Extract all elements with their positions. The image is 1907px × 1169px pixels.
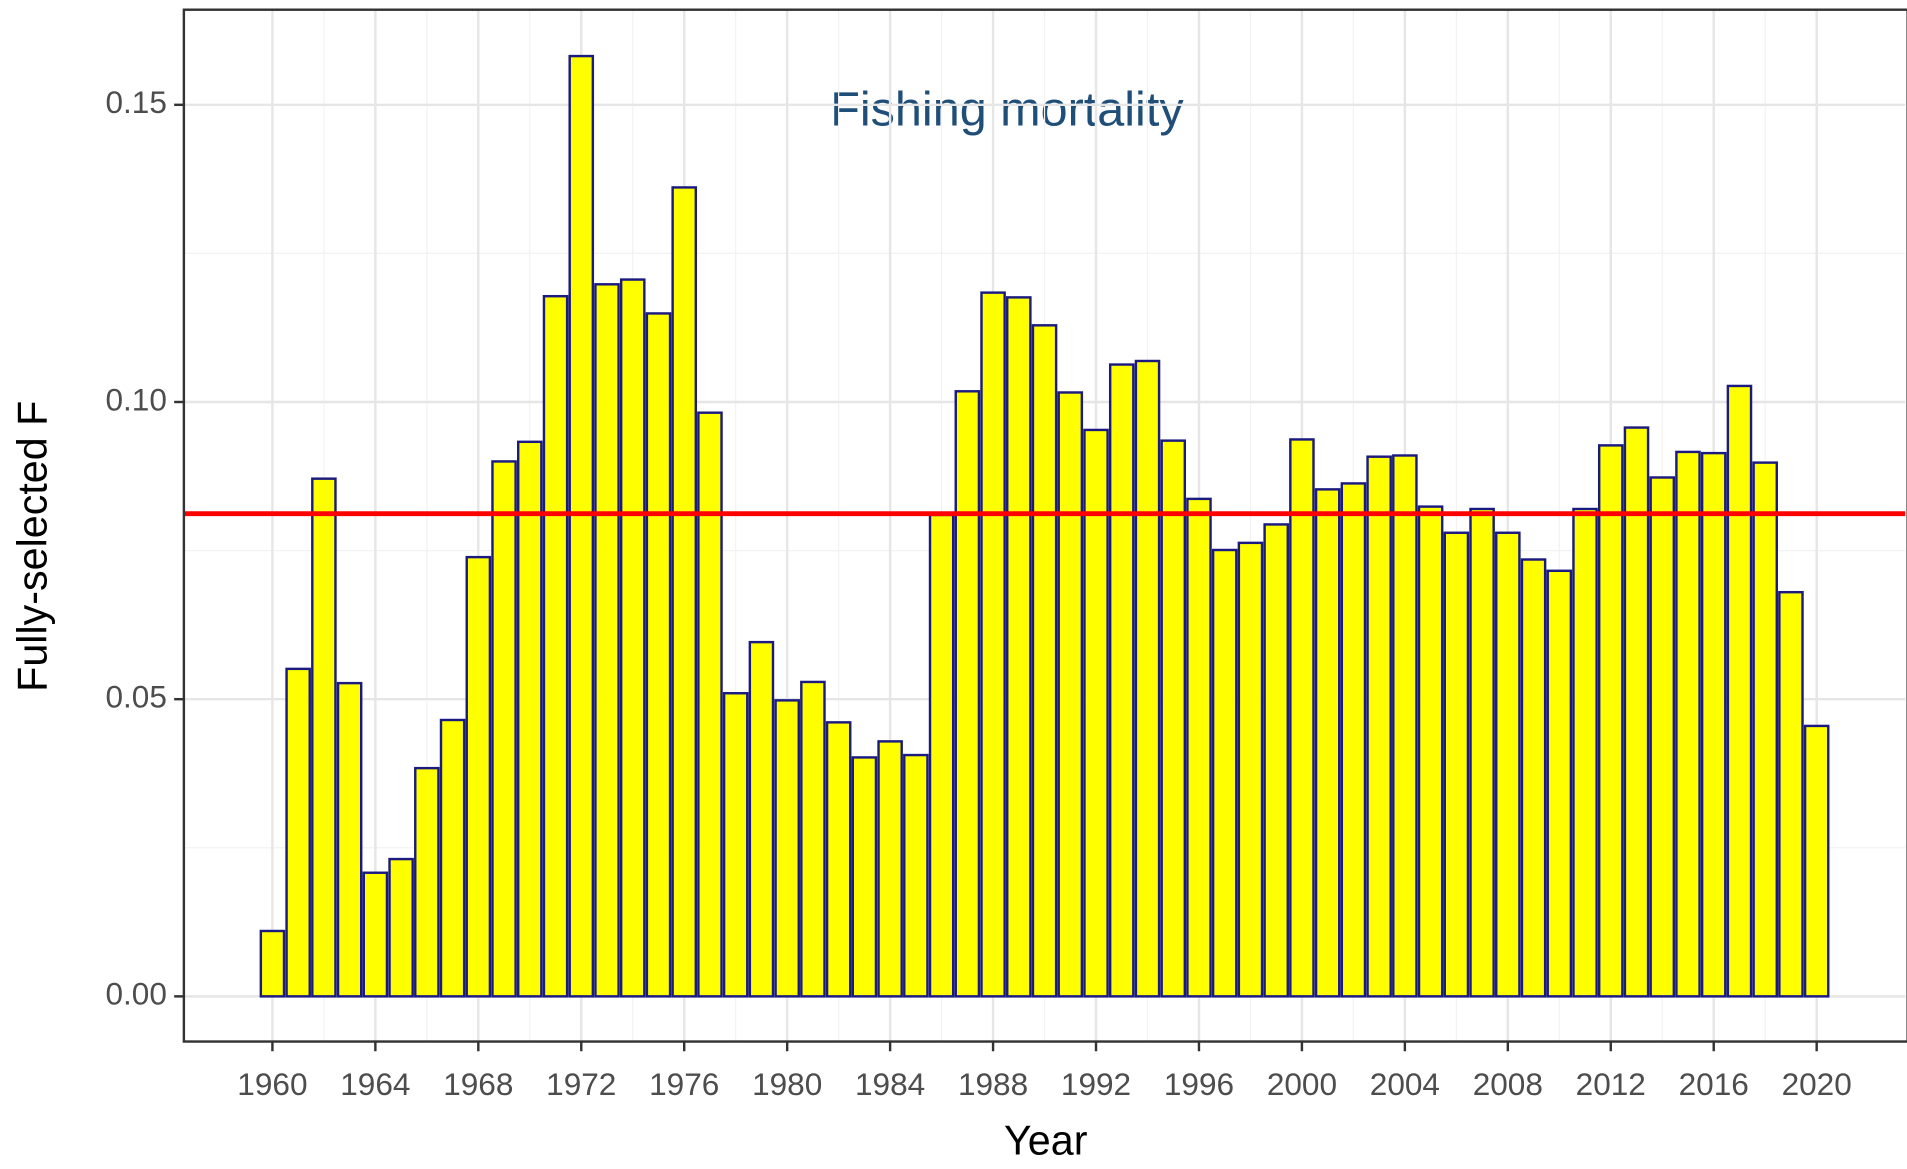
bar [542,294,569,998]
bar [980,291,1006,998]
bar [1675,450,1701,998]
bar [259,929,286,998]
x-tick-label: 2004 [1370,1066,1440,1102]
bar [491,460,517,998]
bar [1314,488,1341,998]
y-tick-label: 0.00 [105,976,166,1012]
bar [1366,455,1392,998]
bar [388,857,414,998]
x-tick-label: 1964 [340,1066,410,1102]
bar [1160,439,1187,998]
bar [954,390,981,998]
bar [285,667,311,998]
bar [1520,558,1547,998]
bar [1803,724,1830,998]
plot-border [182,8,1907,1043]
bar [645,312,672,998]
chart-title: Fishing mortality [830,83,1184,137]
bar [1108,363,1135,998]
bar [1649,476,1676,998]
bar [1057,391,1084,998]
bar [619,278,646,998]
x-tick-label: 1996 [1164,1066,1234,1102]
x-tick-label: 1984 [855,1066,925,1102]
bar [877,740,903,998]
x-tick-label: 1980 [752,1066,822,1102]
x-tick-label: 1976 [649,1066,719,1102]
bar [903,753,929,998]
x-tick-label: 1988 [958,1066,1028,1102]
bar [800,680,826,998]
bar [1778,590,1804,998]
bar [594,283,620,998]
bar [851,756,878,998]
bar [1289,438,1315,998]
bar [1417,505,1444,998]
x-tick-label: 2000 [1267,1066,1337,1102]
bar [465,555,492,998]
bar [1031,324,1058,998]
bar [1392,454,1418,998]
x-tick-label: 2012 [1576,1066,1646,1102]
bar [671,186,698,998]
y-tick-label: 0.05 [105,679,166,715]
bar [1752,461,1778,998]
x-tick-label: 2020 [1782,1066,1852,1102]
bar [1443,531,1470,998]
bar [439,718,466,998]
bar [1469,507,1495,998]
x-tick-label: 1968 [443,1066,513,1102]
x-axis-title: Year [1004,1117,1088,1163]
bar [697,411,723,998]
bar [336,681,363,998]
bar [1340,482,1367,998]
x-tick-label: 2008 [1473,1066,1543,1102]
bar [722,692,749,998]
bar [774,699,800,998]
bar [362,871,389,998]
bar [1263,523,1289,998]
bar [1006,296,1032,998]
x-tick-label: 2016 [1679,1066,1749,1102]
bar [311,477,337,998]
bar [748,640,775,998]
bar [568,54,595,998]
bar [1546,569,1573,998]
bar [1211,548,1238,998]
bar [1237,541,1264,998]
bar [1700,451,1727,998]
y-tick-label: 0.15 [105,84,166,120]
bar [928,513,955,998]
x-tick-label: 1992 [1061,1066,1131,1102]
x-tick-label: 1960 [237,1066,307,1102]
bar [1623,426,1650,998]
bar [1572,507,1598,998]
bar [1083,428,1109,998]
y-tick-label: 0.10 [105,381,166,417]
bar [1495,531,1521,998]
y-axis-title: Fully-selected F [10,401,56,692]
bar [1134,359,1161,998]
bar [825,721,852,998]
bar [1726,384,1753,998]
bar [1186,497,1212,998]
bar [414,766,440,998]
x-tick-label: 1972 [546,1066,616,1102]
bar [516,440,543,998]
bar [1597,444,1624,998]
